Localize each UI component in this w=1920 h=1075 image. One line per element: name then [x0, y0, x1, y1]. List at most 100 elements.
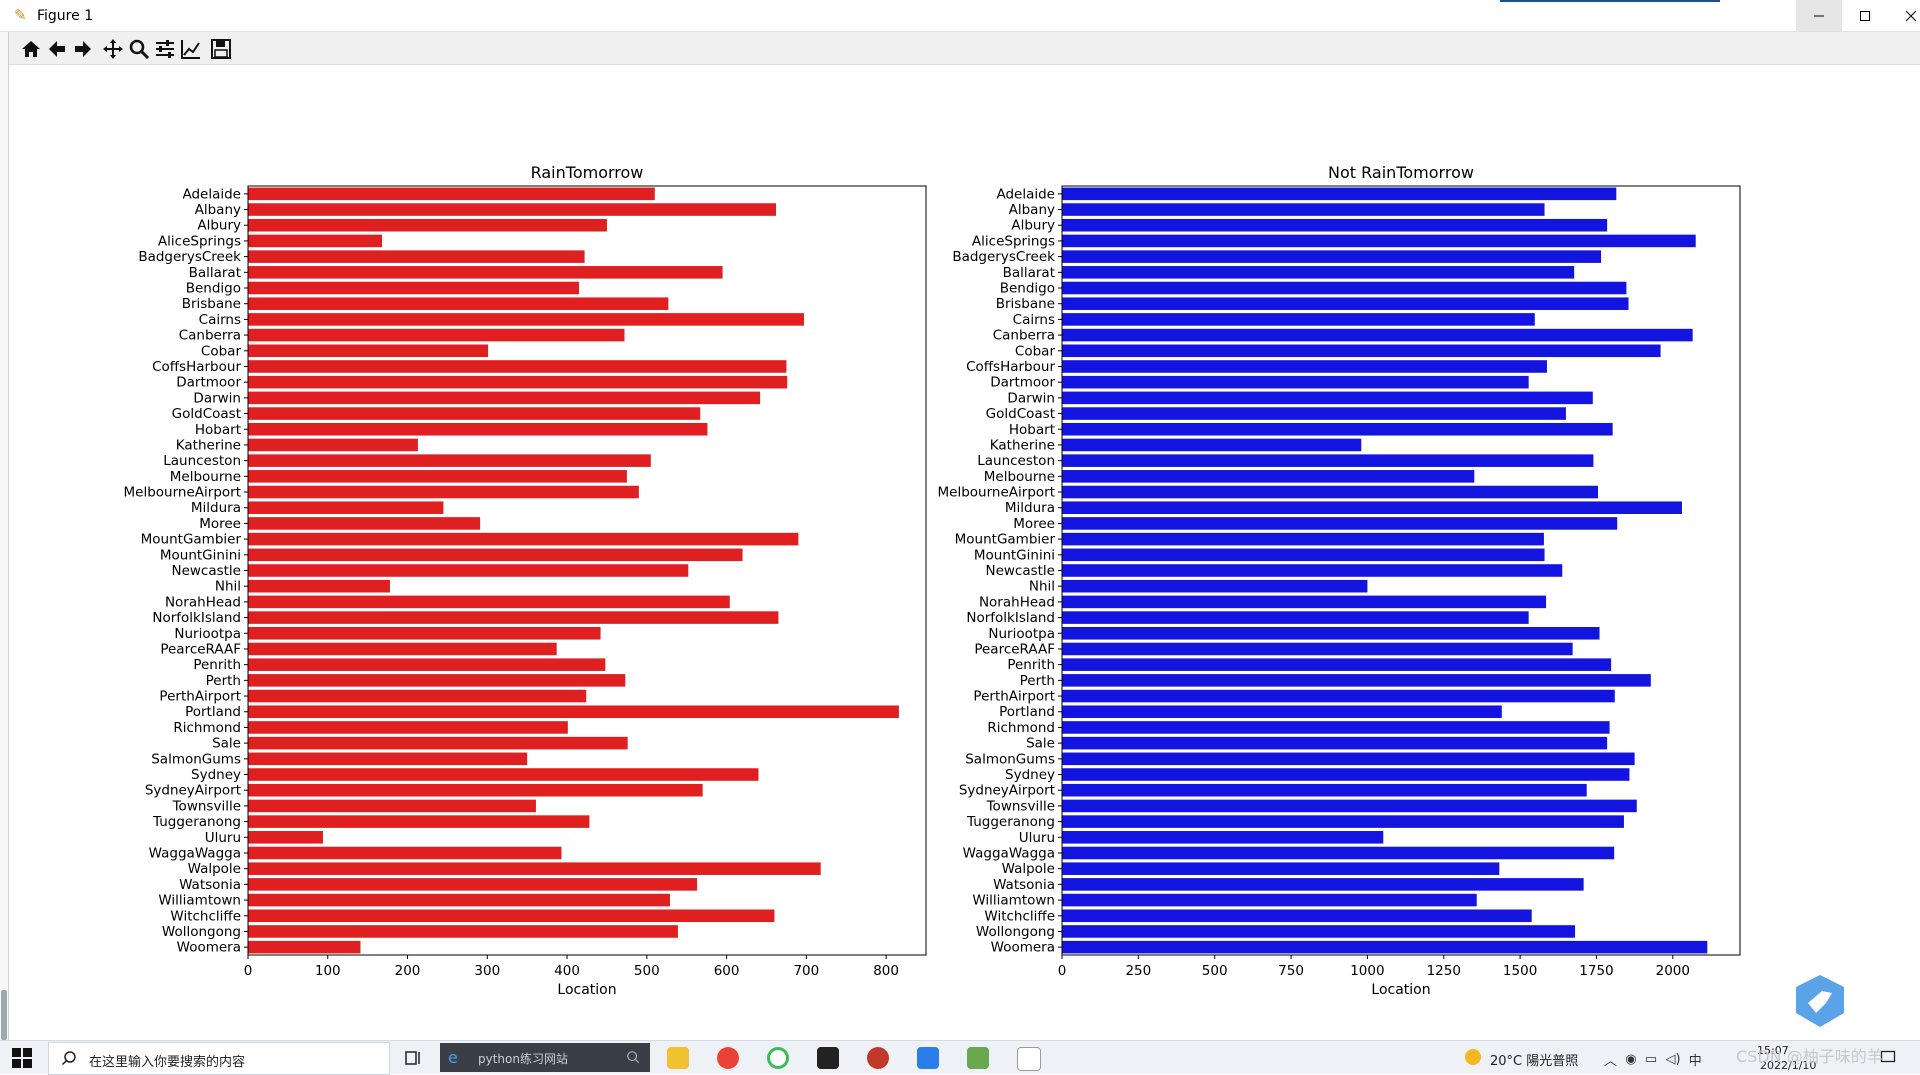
bar	[1062, 360, 1547, 373]
y-tick-label: Dartmoor	[990, 375, 1055, 391]
bar	[1062, 642, 1573, 656]
y-tick-label: Nhil	[215, 579, 241, 595]
chevron-up-icon[interactable]: ︿	[1604, 1054, 1618, 1069]
bar	[248, 705, 899, 719]
zoom-icon	[129, 39, 150, 60]
home-button[interactable]	[18, 36, 44, 62]
bar	[1062, 611, 1529, 624]
y-tick-label: Darwin	[193, 390, 241, 406]
file-explorer-icon[interactable]	[667, 1047, 689, 1069]
taskbar-search-input[interactable]: 在这里输入你要搜索的内容	[48, 1042, 390, 1075]
y-tick-label: Katherine	[990, 437, 1055, 453]
y-tick-label: MountGambier	[955, 532, 1056, 548]
y-tick-label: BadgerysCreek	[952, 249, 1055, 265]
chart-app-icon[interactable]	[967, 1047, 989, 1069]
bar	[1062, 407, 1566, 420]
maximize-button[interactable]	[1842, 0, 1888, 31]
notification-button[interactable]	[1880, 1049, 1896, 1065]
subplots-button[interactable]	[152, 36, 178, 62]
save-icon	[211, 39, 231, 59]
bar	[248, 595, 730, 609]
x-tick-label: 600	[714, 963, 740, 979]
bar	[1062, 422, 1613, 436]
y-tick-label: Tuggeranong	[152, 814, 241, 830]
y-tick-label: Richmond	[173, 720, 241, 736]
y-tick-label: PerthAirport	[973, 689, 1055, 705]
weather-text[interactable]: 20°C 陽光普照	[1490, 1054, 1579, 1069]
y-tick-label: Witchcliffe	[170, 908, 241, 924]
ladybug-app-icon[interactable]	[867, 1047, 889, 1069]
axes-edit-button[interactable]	[178, 36, 204, 62]
task-view-button[interactable]	[405, 1049, 423, 1067]
bar	[1062, 831, 1384, 844]
x-tick-label: 0	[1058, 963, 1067, 979]
axes-edit-icon	[181, 40, 200, 59]
network-icon[interactable]: ▭	[1644, 1052, 1658, 1067]
bar	[248, 674, 626, 687]
bar	[248, 940, 361, 954]
bar	[1062, 328, 1693, 342]
y-tick-label: NorfolkIsland	[152, 610, 241, 626]
y-tick-label: GoldCoast	[172, 406, 241, 422]
zoom-button[interactable]	[126, 36, 152, 62]
y-tick-label: Sydney	[1005, 767, 1055, 783]
subplot-1: RainTomorrow AdelaideAlbanyAlburyAliceSpr…	[124, 163, 927, 998]
y-tick-label: Ballarat	[1003, 265, 1055, 281]
system-tray[interactable]: ︿ ◉ ▭ ◁) 中	[1604, 1050, 1702, 1069]
close-button[interactable]	[1888, 0, 1920, 31]
assistant-bird-icon[interactable]	[1792, 973, 1848, 1029]
forward-icon	[75, 41, 91, 57]
y-tick-label: Albany	[1009, 202, 1055, 218]
browser-taskbar-button[interactable]: e python练习网站	[440, 1043, 650, 1072]
y-tick-label: Launceston	[977, 453, 1055, 469]
y-tick-label: Wollongong	[162, 924, 241, 940]
y-tick-label: Adelaide	[182, 186, 241, 202]
y-tick-label: PearceRAAF	[974, 641, 1055, 657]
forward-button[interactable]	[70, 36, 96, 62]
task-view-icon	[405, 1051, 420, 1065]
volume-icon[interactable]: ◁)	[1665, 1052, 1681, 1067]
minimize-icon	[1814, 15, 1824, 16]
y-tick-label: Bendigo	[1000, 281, 1055, 297]
navigation-toolbar	[8, 32, 1920, 65]
qq-icon[interactable]: ◉	[1625, 1052, 1637, 1067]
y-tick-label: Perth	[206, 673, 241, 689]
ime-icon[interactable]: 中	[1688, 1054, 1702, 1069]
bar	[1062, 234, 1696, 248]
bar	[248, 799, 536, 813]
word-app-icon[interactable]	[917, 1047, 939, 1069]
bar	[248, 831, 323, 844]
y-tick-label: Cobar	[1015, 343, 1056, 359]
bar	[248, 862, 821, 875]
bar	[248, 658, 606, 671]
terminal-icon[interactable]	[817, 1047, 839, 1069]
x-tick-label: 1250	[1427, 963, 1461, 979]
bar	[1062, 532, 1544, 546]
clock-date[interactable]: 2022/1/10	[1760, 1059, 1817, 1072]
weather-icon[interactable]	[1465, 1049, 1481, 1065]
bar	[248, 893, 670, 907]
bar	[248, 203, 777, 216]
y-tick-label: NorahHead	[979, 594, 1055, 610]
document-icon[interactable]	[1017, 1047, 1041, 1071]
y-tick-label: Portland	[999, 704, 1055, 720]
start-button[interactable]	[12, 1048, 32, 1068]
minimize-button[interactable]	[1796, 0, 1842, 31]
chrome-icon[interactable]	[717, 1047, 739, 1069]
back-button[interactable]	[44, 36, 70, 62]
axes-frame	[247, 185, 927, 956]
x-tick-label: 1750	[1579, 963, 1613, 979]
y-tick-label: NorfolkIsland	[966, 610, 1055, 626]
y-tick-label: Newcastle	[171, 563, 241, 579]
save-button[interactable]	[208, 36, 234, 62]
pan-button[interactable]	[100, 36, 126, 62]
edge-handle[interactable]	[1, 990, 7, 1040]
subplots-icon	[156, 40, 174, 58]
clock-time[interactable]: 15:07	[1757, 1044, 1789, 1057]
y-tick-label: Adelaide	[996, 186, 1055, 202]
bar	[1062, 721, 1610, 734]
y-tick-label: Nuriootpa	[988, 626, 1055, 642]
sync-app-icon[interactable]	[767, 1047, 789, 1069]
y-tick-label: Canberra	[179, 328, 241, 344]
